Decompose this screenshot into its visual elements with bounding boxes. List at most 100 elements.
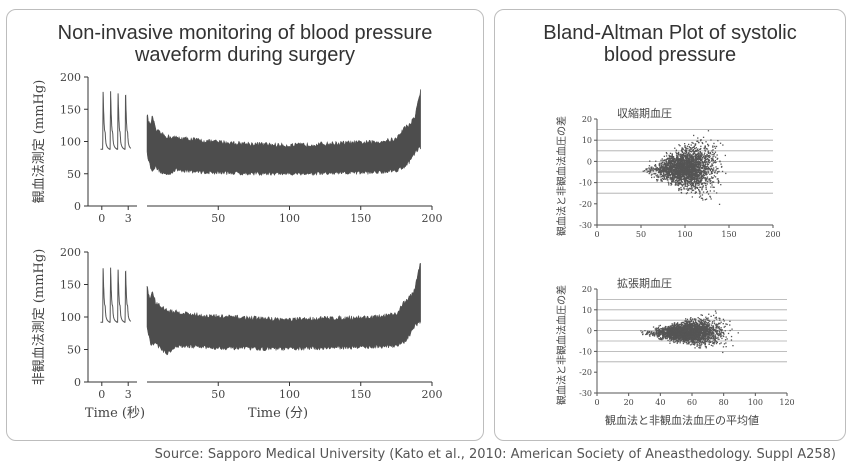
scatter-point	[692, 142, 694, 144]
scatter-point	[687, 173, 689, 175]
scatter-point	[653, 333, 655, 335]
scatter-point	[654, 328, 656, 330]
scatter-point	[694, 185, 696, 188]
scatter-point	[672, 340, 674, 342]
scatter-point	[698, 157, 700, 159]
scatter-point	[692, 184, 694, 186]
scatter-point	[700, 145, 702, 147]
scatter-point	[696, 162, 698, 165]
scatter-point	[689, 169, 691, 171]
scatter-point	[680, 156, 682, 159]
scatter-point	[710, 315, 712, 317]
scatter-point	[697, 141, 700, 144]
scatter-point	[659, 174, 661, 176]
scatter-point	[688, 165, 690, 168]
scatter-point	[717, 171, 719, 173]
scatter-point	[682, 327, 685, 329]
scatter-point	[712, 339, 714, 341]
scatter-point	[702, 185, 704, 187]
scatter-point	[708, 162, 710, 164]
scatter-point	[716, 331, 719, 333]
y-tick-label: 50	[67, 168, 81, 181]
scatter-point	[688, 320, 690, 322]
scatter-point	[695, 184, 697, 186]
scatter-point	[666, 175, 668, 177]
scatter-point	[695, 169, 697, 171]
scatter-point	[656, 168, 658, 170]
scatter-point	[691, 331, 694, 333]
scatter-point	[662, 328, 665, 330]
scatter-point	[690, 177, 692, 179]
scatter-point	[669, 170, 671, 172]
scatter-point	[648, 334, 651, 336]
scatter-point	[719, 329, 721, 331]
scatter-point	[699, 165, 702, 167]
scatter-point	[659, 171, 661, 174]
scatter-point	[685, 170, 687, 172]
scatter-point	[683, 168, 686, 171]
scatter-point	[660, 159, 662, 161]
scatter-point	[688, 164, 690, 166]
scatter-point	[705, 172, 707, 174]
scatter-point	[718, 170, 720, 173]
scatter-point	[684, 185, 686, 187]
scatter-point	[703, 333, 705, 335]
scatter-point	[659, 324, 661, 327]
scatter-point	[679, 176, 681, 178]
scatter-point	[703, 157, 706, 159]
scatter-point	[699, 171, 701, 174]
scatter-point	[705, 159, 707, 161]
scatter-point	[705, 163, 707, 165]
scatter-point	[707, 166, 710, 169]
scatter-point	[711, 326, 713, 329]
scatter-point	[685, 160, 688, 162]
scatter-point	[717, 334, 719, 336]
scatter-point	[682, 183, 684, 185]
scatter-point	[674, 164, 676, 167]
scatter-point	[681, 153, 684, 156]
scatter-point	[684, 180, 686, 182]
scatter-point	[684, 177, 686, 179]
scatter-point	[682, 176, 684, 178]
scatter-point	[669, 162, 672, 164]
scatter-point	[679, 175, 681, 177]
scatter-point	[658, 165, 661, 167]
scatter-point	[699, 186, 701, 188]
scatter-point	[729, 329, 731, 332]
scatter-point	[723, 320, 725, 322]
scatter-point	[703, 330, 705, 333]
scatter-point	[720, 166, 723, 168]
scatter-point	[679, 160, 682, 162]
scatter-point	[669, 152, 672, 154]
scatter-point	[694, 174, 696, 176]
scatter-point	[705, 180, 707, 182]
scatter-point	[691, 151, 693, 153]
scatter-point	[686, 329, 688, 331]
scatter-point	[685, 168, 687, 170]
scatter-point	[677, 161, 679, 163]
scatter-point	[715, 325, 718, 327]
scatter-point	[678, 169, 680, 171]
scatter-point	[688, 341, 690, 343]
scatter-point	[666, 166, 668, 168]
scatter-point	[689, 173, 691, 175]
scatter-point	[692, 335, 694, 337]
scatter-point	[693, 151, 695, 153]
scatter-point	[681, 335, 683, 337]
scatter-point	[722, 351, 724, 354]
scatter-point	[674, 171, 676, 173]
scatter-point	[691, 141, 693, 144]
subplot-title: 収縮期血圧	[617, 106, 672, 120]
scatter-point	[666, 329, 668, 331]
scatter-point	[692, 150, 694, 152]
scatter-point	[674, 167, 676, 169]
scatter-point	[681, 161, 683, 163]
scatter-point	[715, 326, 718, 328]
scatter-point	[692, 172, 695, 174]
scatter-point	[687, 154, 690, 156]
scatter-point	[707, 161, 709, 163]
scatter-point	[710, 157, 712, 160]
scatter-point	[661, 175, 664, 177]
scatter-point	[680, 168, 682, 171]
scatter-point	[702, 341, 704, 344]
